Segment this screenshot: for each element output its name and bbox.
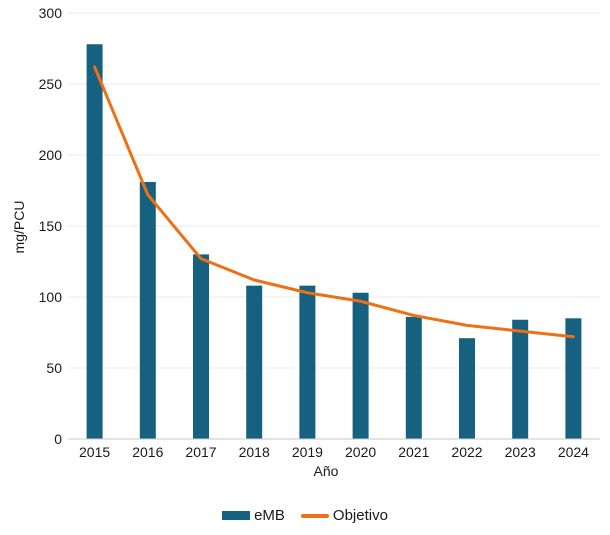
emb-bar-swatch-icon [222,511,251,520]
bar-2020 [352,292,369,439]
x-tick-label: 2019 [292,444,323,460]
bar-2021 [405,316,422,439]
x-tick-label: 2016 [132,444,163,460]
legend-label-objetivo: Objetivo [332,507,388,524]
legend: eMB Objetivo [0,507,610,524]
bar-2017 [193,254,209,439]
bar-2024 [565,318,582,439]
legend-label-emb: eMB [254,507,285,524]
x-tick-label: 2024 [558,444,589,460]
y-tick-label: 50 [46,360,62,376]
objetivo-line [93,65,575,339]
y-tick-label: 150 [39,218,63,234]
objetivo-line-swatch-icon [300,513,329,518]
x-tick-label: 2023 [505,444,536,460]
x-tick-label: 2017 [185,444,216,460]
x-axis-title: Año [313,463,339,479]
x-tick-label: 2020 [345,444,376,460]
y-tick-label: 100 [39,289,63,305]
legend-item-emb[interactable]: eMB [222,507,285,524]
y-tick-label: 0 [54,431,62,447]
bar-2023 [512,319,529,439]
x-tick-label: 2018 [239,444,270,460]
bar-2018 [246,285,263,439]
x-tick-label: 2021 [398,444,429,460]
y-axis-title: mg/PCU [11,200,27,254]
bar-2022 [459,338,475,439]
legend-item-objetivo[interactable]: Objetivo [300,507,388,524]
bar-2019 [299,285,316,439]
bar-2016 [139,181,156,440]
y-tick-label: 200 [39,147,63,163]
y-tick-label: 300 [39,5,63,21]
bar-2015 [86,44,103,440]
x-tick-label: 2015 [79,444,110,460]
x-tick-label: 2022 [451,444,482,460]
y-tick-label: 250 [39,76,63,92]
